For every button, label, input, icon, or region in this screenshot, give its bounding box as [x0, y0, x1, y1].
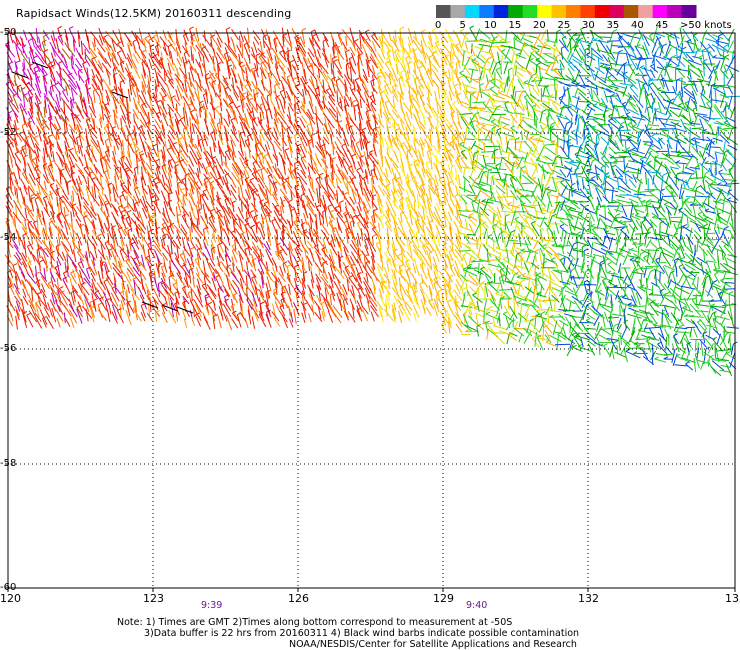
- legend-swatch: [623, 5, 639, 18]
- legend-swatch: [566, 5, 581, 18]
- longitude-label: 129: [433, 592, 454, 605]
- legend-swatch: [551, 5, 567, 18]
- note-line-3: NOAA/NESDIS/Center for Satellite Applica…: [289, 639, 577, 650]
- legend-swatch: [493, 5, 509, 18]
- legend-swatch: [594, 5, 610, 18]
- legend-swatch: [522, 5, 538, 18]
- wind-swath: [4, 25, 740, 377]
- legend-tick-label: 15: [508, 20, 522, 31]
- speed-legend: [436, 5, 697, 18]
- legend-swatch: [638, 5, 654, 18]
- legend-tick-label: 5: [459, 20, 466, 31]
- latitude-label: -56: [0, 343, 17, 354]
- longitude-label: 120: [0, 592, 21, 605]
- legend-tick-label: 40: [631, 20, 644, 31]
- legend-swatch: [464, 5, 480, 18]
- legend-tick-label: 35: [606, 20, 620, 31]
- legend-swatch: [667, 5, 683, 18]
- legend-swatch: [436, 5, 451, 18]
- legend-swatch: [681, 5, 697, 18]
- legend-tick-label: 20: [533, 20, 546, 31]
- graticule: [8, 32, 735, 588]
- note-line-2: 3)Data buffer is 22 hrs from 20160311 4)…: [144, 628, 580, 639]
- longitude-label: 126: [288, 592, 309, 605]
- legend-swatch: [450, 5, 466, 18]
- legend-tick-label: 10: [484, 20, 497, 31]
- legend-tick-label: 45: [655, 20, 669, 31]
- map-title: Rapidsact Winds(12.5KM) 20160311 descend…: [16, 7, 292, 20]
- legend-swatch: [652, 5, 668, 18]
- latitude-label: -52: [0, 127, 17, 138]
- time-label-2: 9:40: [466, 600, 488, 611]
- longitude-label: 123: [143, 592, 164, 605]
- legend-swatch: [479, 5, 495, 18]
- legend-tick-label: 0: [435, 20, 442, 31]
- legend-tick-label: >50 knots: [680, 20, 732, 31]
- latitude-label: -58: [0, 458, 17, 469]
- latitude-label: -50: [0, 27, 17, 38]
- longitude-label: 135: [725, 592, 740, 605]
- longitude-label: 132: [578, 592, 599, 605]
- legend-swatch: [508, 5, 524, 18]
- legend-swatch: [537, 5, 553, 18]
- time-label-1: 9:39: [201, 600, 223, 611]
- legend-tick-label: 30: [582, 20, 595, 31]
- map-frame: [5, 32, 736, 592]
- legend-tick-label: 25: [557, 20, 571, 31]
- note-line-1: Note: 1) Times are GMT 2)Times along bot…: [117, 617, 513, 628]
- latitude-label: -54: [0, 232, 17, 243]
- legend-swatch: [609, 5, 625, 18]
- legend-swatch: [580, 5, 596, 18]
- latitude-label: -60: [0, 582, 17, 593]
